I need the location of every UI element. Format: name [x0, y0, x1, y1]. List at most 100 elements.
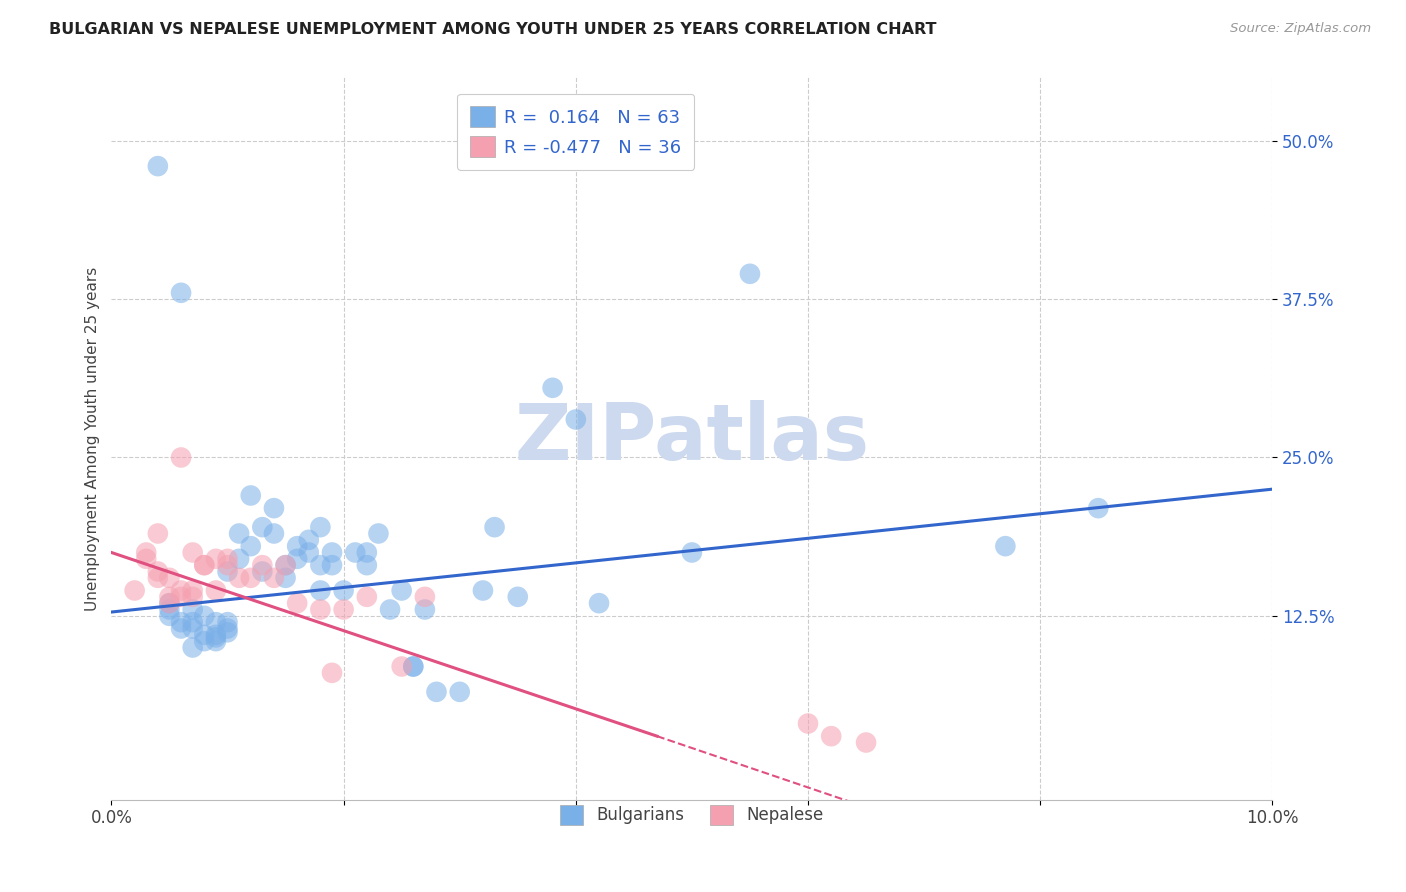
Point	[170, 450, 193, 465]
Point	[855, 735, 877, 749]
Point	[193, 608, 215, 623]
Point	[449, 685, 471, 699]
Point	[205, 551, 228, 566]
Point	[471, 583, 494, 598]
Point	[263, 571, 285, 585]
Point	[274, 558, 297, 573]
Point	[181, 545, 204, 559]
Point	[367, 526, 389, 541]
Point	[159, 571, 181, 585]
Point	[217, 625, 239, 640]
Point	[402, 659, 425, 673]
Point	[146, 159, 169, 173]
Point	[309, 520, 332, 534]
Text: Source: ZipAtlas.com: Source: ZipAtlas.com	[1230, 22, 1371, 36]
Point	[217, 622, 239, 636]
Point	[321, 665, 343, 680]
Point	[170, 590, 193, 604]
Point	[159, 596, 181, 610]
Point	[541, 381, 564, 395]
Point	[146, 571, 169, 585]
Point	[181, 602, 204, 616]
Point	[205, 634, 228, 648]
Point	[356, 558, 378, 573]
Point	[321, 545, 343, 559]
Point	[994, 539, 1017, 553]
Point	[506, 590, 529, 604]
Point	[193, 628, 215, 642]
Point	[146, 565, 169, 579]
Point	[193, 634, 215, 648]
Point	[217, 565, 239, 579]
Point	[193, 558, 215, 573]
Point	[391, 583, 413, 598]
Point	[159, 596, 181, 610]
Point	[298, 533, 321, 547]
Point	[181, 590, 204, 604]
Point	[298, 545, 321, 559]
Point	[135, 545, 157, 559]
Point	[413, 590, 436, 604]
Point	[146, 526, 169, 541]
Point	[170, 583, 193, 598]
Point	[228, 551, 250, 566]
Y-axis label: Unemployment Among Youth under 25 years: Unemployment Among Youth under 25 years	[86, 267, 100, 611]
Point	[797, 716, 820, 731]
Point	[181, 622, 204, 636]
Point	[309, 558, 332, 573]
Point	[263, 526, 285, 541]
Legend: Bulgarians, Nepalese: Bulgarians, Nepalese	[550, 796, 834, 835]
Point	[170, 615, 193, 629]
Point	[356, 545, 378, 559]
Point	[205, 583, 228, 598]
Point	[391, 659, 413, 673]
Point	[285, 551, 308, 566]
Point	[565, 412, 588, 426]
Point	[228, 526, 250, 541]
Point	[252, 558, 274, 573]
Point	[181, 583, 204, 598]
Point	[274, 571, 297, 585]
Point	[159, 590, 181, 604]
Point	[217, 615, 239, 629]
Point	[484, 520, 506, 534]
Point	[217, 551, 239, 566]
Point	[378, 602, 401, 616]
Point	[332, 602, 354, 616]
Point	[332, 583, 354, 598]
Point	[344, 545, 367, 559]
Text: ZIPatlas: ZIPatlas	[515, 401, 869, 476]
Point	[252, 520, 274, 534]
Point	[135, 551, 157, 566]
Point	[239, 488, 262, 502]
Point	[239, 539, 262, 553]
Point	[309, 583, 332, 598]
Point	[820, 729, 842, 743]
Point	[274, 558, 297, 573]
Point	[588, 596, 610, 610]
Point	[159, 602, 181, 616]
Point	[205, 631, 228, 645]
Point	[285, 539, 308, 553]
Point	[193, 558, 215, 573]
Point	[402, 659, 425, 673]
Point	[124, 583, 146, 598]
Point	[205, 628, 228, 642]
Point	[170, 622, 193, 636]
Point	[1087, 501, 1109, 516]
Point	[309, 602, 332, 616]
Text: BULGARIAN VS NEPALESE UNEMPLOYMENT AMONG YOUTH UNDER 25 YEARS CORRELATION CHART: BULGARIAN VS NEPALESE UNEMPLOYMENT AMONG…	[49, 22, 936, 37]
Point	[181, 640, 204, 655]
Point	[738, 267, 761, 281]
Point	[159, 608, 181, 623]
Point	[252, 565, 274, 579]
Point	[681, 545, 703, 559]
Point	[356, 590, 378, 604]
Point	[228, 571, 250, 585]
Point	[263, 501, 285, 516]
Point	[239, 571, 262, 585]
Point	[425, 685, 447, 699]
Point	[413, 602, 436, 616]
Point	[217, 558, 239, 573]
Point	[170, 285, 193, 300]
